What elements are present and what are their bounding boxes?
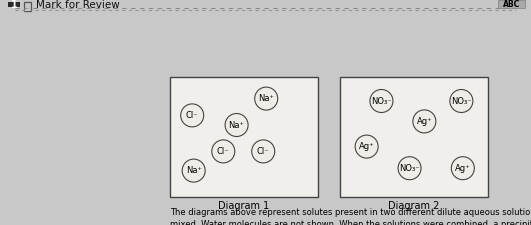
Text: The diagrams above represent solutes present in two different dilute aqueous sol: The diagrams above represent solutes pre… <box>170 208 531 225</box>
Text: Mark for Review: Mark for Review <box>36 0 120 9</box>
Text: Cl⁻: Cl⁻ <box>257 147 270 156</box>
Text: Na⁺: Na⁺ <box>186 166 202 175</box>
FancyBboxPatch shape <box>170 77 318 197</box>
Text: ABC: ABC <box>503 0 520 9</box>
Text: Cl⁻: Cl⁻ <box>186 111 199 120</box>
Text: Ag⁺: Ag⁺ <box>359 142 374 151</box>
Circle shape <box>181 104 204 127</box>
Text: Ag⁺: Ag⁺ <box>416 117 432 126</box>
Text: Na⁺: Na⁺ <box>258 94 274 103</box>
Text: NO₃⁻: NO₃⁻ <box>371 97 392 106</box>
Circle shape <box>212 140 235 163</box>
Circle shape <box>182 159 205 182</box>
FancyBboxPatch shape <box>8 2 20 7</box>
Circle shape <box>255 87 278 110</box>
Circle shape <box>225 113 248 137</box>
Text: 1: 1 <box>11 0 18 9</box>
Text: Ag⁺: Ag⁺ <box>455 164 470 173</box>
FancyBboxPatch shape <box>340 77 488 197</box>
Text: Diagram 1: Diagram 1 <box>218 201 270 211</box>
Text: NO₃⁻: NO₃⁻ <box>399 164 420 173</box>
FancyBboxPatch shape <box>499 0 526 9</box>
Text: Cl⁻: Cl⁻ <box>217 147 229 156</box>
Circle shape <box>413 110 436 133</box>
Text: NO₃⁻: NO₃⁻ <box>451 97 472 106</box>
Text: Diagram 2: Diagram 2 <box>388 201 440 211</box>
Text: Na⁺: Na⁺ <box>229 121 245 130</box>
Circle shape <box>450 90 473 112</box>
Circle shape <box>355 135 378 158</box>
Circle shape <box>252 140 275 163</box>
Polygon shape <box>24 8 31 11</box>
Circle shape <box>451 157 474 180</box>
Circle shape <box>370 90 393 112</box>
Circle shape <box>398 157 421 180</box>
